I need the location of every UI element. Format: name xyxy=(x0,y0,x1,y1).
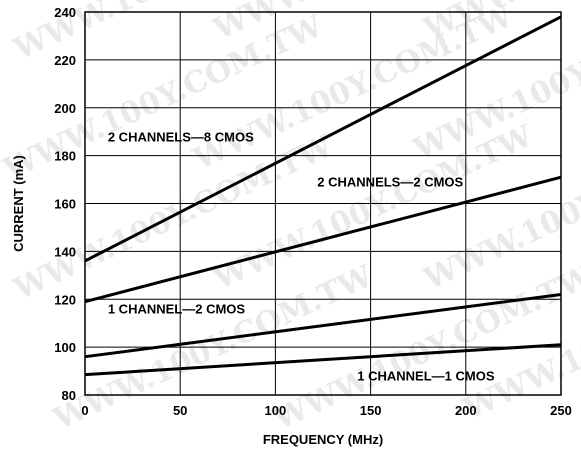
series-line-3 xyxy=(84,292,562,359)
series-label-1: 2 CHANNELS—8 CMOS xyxy=(108,129,254,144)
y-tick-label: 240 xyxy=(54,5,76,20)
series-line-4 xyxy=(84,343,562,377)
series-labels: 2 CHANNELS—8 CMOS 2 CHANNELS—2 CMOS 1 CHAN… xyxy=(108,129,495,383)
plot-frame xyxy=(84,11,562,396)
y-tick-label: 220 xyxy=(54,53,76,68)
y-tick-label: 120 xyxy=(54,292,76,307)
series-line-1 xyxy=(84,15,562,263)
y-tick-labels: 80 100 120 140 160 180 200 220 240 xyxy=(54,5,76,403)
x-tick-label: 100 xyxy=(265,403,287,418)
x-tick-label: 50 xyxy=(173,403,187,418)
series-label-4: 1 CHANNEL—1 CMOS xyxy=(357,369,495,384)
y-tick-label: 200 xyxy=(54,101,76,116)
y-tick-label: 100 xyxy=(54,340,76,355)
series-lines xyxy=(84,15,562,377)
series-label-3: 1 CHANNEL—2 CMOS xyxy=(108,302,246,317)
x-tick-label: 0 xyxy=(81,403,88,418)
y-tick-label: 140 xyxy=(54,244,76,259)
series-line-2 xyxy=(84,175,562,304)
x-axis-title: FREQUENCY (MHz) xyxy=(263,432,383,447)
y-tick-label: 180 xyxy=(54,149,76,164)
y-tick-label: 80 xyxy=(62,388,76,403)
x-tick-labels: 0 50 100 150 200 250 xyxy=(81,403,571,418)
x-tick-label: 150 xyxy=(360,403,382,418)
x-tick-label: 200 xyxy=(455,403,477,418)
y-axis-title: CURRENT (mA) xyxy=(11,155,26,252)
x-tick-label: 250 xyxy=(550,403,572,418)
y-tick-label: 160 xyxy=(54,197,76,212)
series-label-2: 2 CHANNELS—2 CMOS xyxy=(317,175,463,190)
